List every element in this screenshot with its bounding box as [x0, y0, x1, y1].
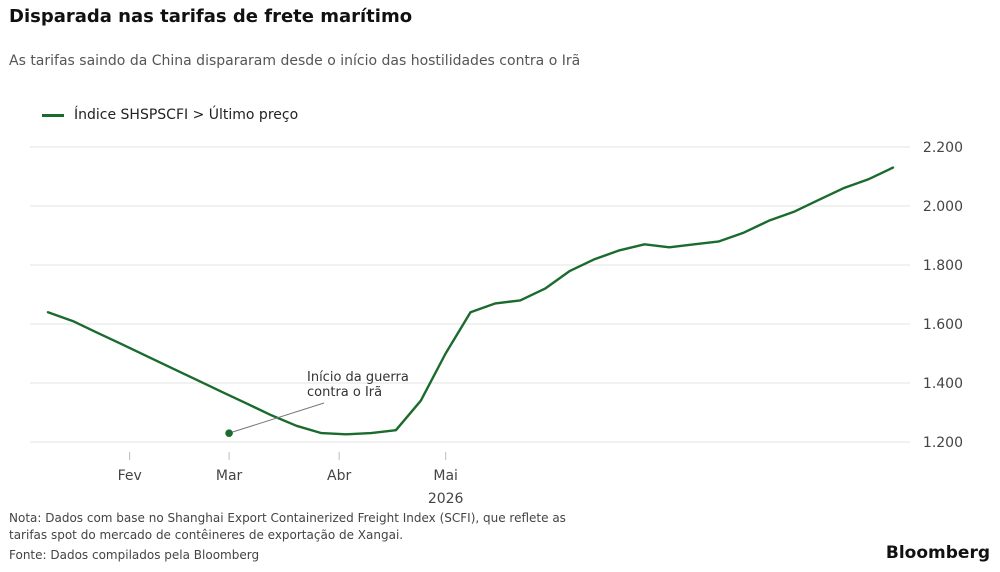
x-tick-label: Abr	[327, 468, 351, 484]
annotation-label: contra o Irã	[307, 385, 382, 400]
y-tick-label: 1.800	[923, 258, 963, 274]
y-tick-label: 2.000	[923, 199, 963, 215]
footnote: Nota: Dados com base no Shanghai Export …	[9, 511, 566, 542]
chart-subtitle: As tarifas saindo da China dispararam de…	[9, 53, 581, 69]
y-tick-label: 1.200	[923, 435, 963, 451]
annotation-marker	[225, 429, 233, 437]
source-text: Fonte: Dados compilados pela Bloomberg	[9, 548, 260, 562]
chart-title: Disparada nas tarifas de frete marítimo	[9, 6, 413, 27]
x-tick-label: Mar	[216, 468, 243, 484]
legend-label: Índice SHSPSCFI > Último preço	[74, 107, 299, 123]
annotation-leader-line	[228, 402, 325, 434]
x-axis-ticks: Fev Mar Abr Mai 2026	[118, 452, 464, 507]
x-tick-label: Mai	[433, 468, 458, 484]
series-lines	[46, 166, 895, 436]
legend-swatch	[42, 113, 64, 117]
legend: Índice SHSPSCFI > Último preço	[42, 107, 298, 123]
y-tick-label: 2.200	[923, 140, 963, 156]
x-axis-year-label: 2026	[428, 491, 464, 507]
annotation-label: Início da guerra	[307, 370, 409, 385]
y-tick-label: 1.600	[923, 317, 963, 333]
y-tick-label: 1.400	[923, 376, 963, 392]
grid-lines: 1.200 1.400 1.600 1.800 2.000 2.200	[30, 140, 963, 451]
x-tick-label: Fev	[118, 468, 142, 484]
bloomberg-logo: Bloomberg	[885, 543, 990, 563]
series-line	[46, 166, 895, 436]
